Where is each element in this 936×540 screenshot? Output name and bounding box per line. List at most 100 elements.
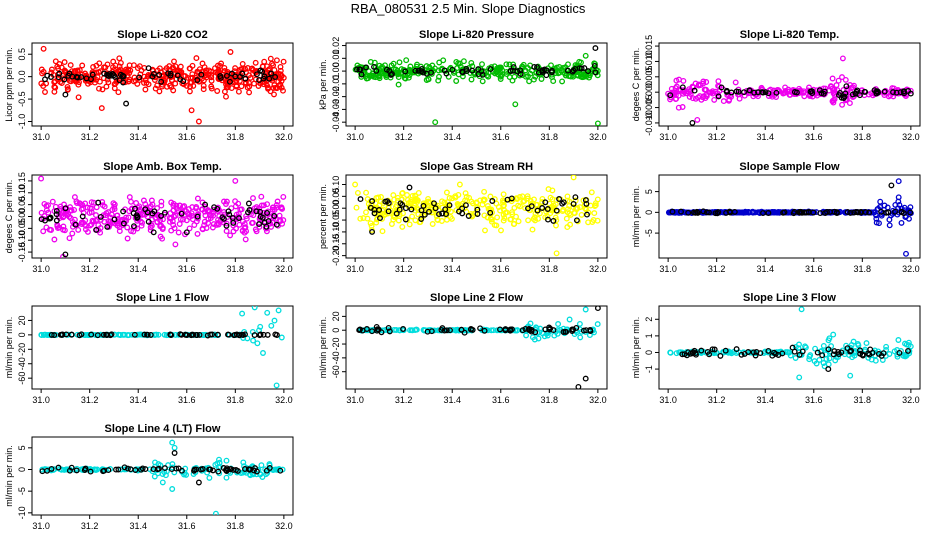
data-point [681,351,688,358]
data-point [273,221,280,228]
data-point [374,326,381,333]
data-point [765,210,772,216]
data-point [369,228,376,235]
data-point [847,209,854,216]
data-point [42,76,48,83]
data-point [873,90,880,97]
data-point [386,328,393,335]
x-tick-label: 31.6 [805,132,823,142]
data-point [833,82,840,89]
data-point [150,70,157,77]
data-point [686,93,693,100]
x-tick-label: 31.6 [492,395,510,405]
data-point [594,306,601,312]
x-tick-label: 31.6 [492,132,510,142]
data-point [689,119,696,126]
data-point [700,78,707,85]
data-point [264,309,271,316]
y-axis-label: percent per min. [318,184,328,249]
y-tick-label: -0.10 [17,230,27,251]
data-point [223,72,230,79]
y-tick-label: -0.005 [644,95,654,121]
data-point [357,215,364,222]
data-point [585,68,592,75]
data-point [226,78,233,85]
data-point [821,363,828,370]
data-point [280,193,287,200]
data-point [738,351,745,358]
data-point [238,83,245,90]
data-point [798,306,805,313]
data-point [436,211,442,218]
plot-frame [658,305,921,390]
data-point [830,97,837,104]
data-point [865,350,872,357]
data-point [519,327,526,334]
data-point [278,334,285,341]
data-point [186,225,193,232]
y-tick-label: 1 [644,333,654,338]
x-tick-label: 31.8 [854,264,872,274]
data-point [271,67,278,73]
data-point [264,201,271,208]
data-point [412,327,419,334]
data-point [227,49,234,55]
data-point [773,89,780,96]
data-point [249,65,256,72]
y-axis-label: ml/min per min. [631,186,641,248]
data-point [199,225,206,232]
data-point [66,213,73,220]
data-point [223,228,230,235]
data-point [257,67,264,74]
data-point [88,209,95,216]
data-point [519,193,526,200]
x-tick-label: 32.0 [589,395,607,405]
data-point [72,68,79,75]
data-point [673,77,680,84]
y-tick-label: -60 [331,365,341,378]
x-tick-label: 31.0 [659,264,677,274]
data-point [266,75,273,82]
data-point [121,217,128,224]
data-point [583,200,590,207]
data-point [273,382,280,389]
data-point [760,210,766,217]
data-point [510,61,517,68]
plot-frame [31,42,294,127]
data-point [805,208,812,215]
data-point [448,215,455,222]
data-point [706,89,713,96]
data-point [104,223,111,230]
data-point [257,331,264,338]
data-point [826,208,833,215]
data-point [487,209,494,216]
x-tick-label: 31.8 [227,132,245,142]
data-point [171,58,177,65]
data-point [274,198,281,205]
data-point [881,88,888,95]
data-point [757,209,764,216]
data-point [71,206,78,213]
data-point [214,331,221,338]
data-point [60,213,67,220]
x-tick-label: 31.6 [178,521,196,531]
data-point [831,348,838,355]
data-point [414,61,420,68]
data-point [420,69,427,76]
data-point [82,70,89,77]
y-tick-label: -60 [17,372,27,385]
data-point [101,70,108,77]
data-point [52,58,59,65]
data-point [895,194,902,201]
data-point [225,208,232,215]
x-tick-label: 31.6 [805,395,823,405]
data-point [675,92,682,99]
data-point [665,209,672,216]
data-point [159,224,166,231]
data-point [55,74,62,81]
data-point [539,205,546,211]
panel-title: Slope Gas Stream RH [420,161,533,173]
data-point [553,217,560,224]
data-point [868,356,875,363]
data-point [717,352,724,359]
